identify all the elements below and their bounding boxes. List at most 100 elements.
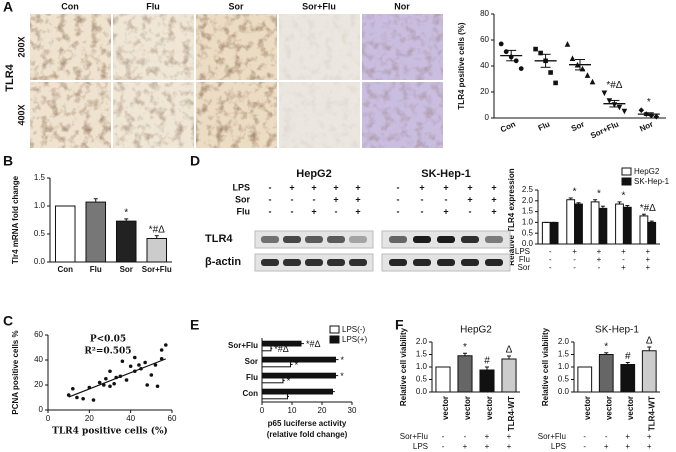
- condition-name: Flu: [519, 255, 530, 264]
- micrograph-texture: [113, 14, 194, 80]
- condition-value: -: [269, 182, 272, 192]
- point: [97, 380, 102, 385]
- annotation: Δ: [646, 336, 653, 347]
- point: [71, 386, 75, 391]
- annotation: *: [604, 341, 608, 352]
- point: [518, 66, 524, 71]
- annotation: Δ: [506, 345, 513, 356]
- condition-value: -: [313, 194, 316, 204]
- y-tick-label: 0.0: [416, 387, 428, 396]
- condition-value: -: [469, 206, 472, 216]
- condition-value: -: [421, 206, 424, 216]
- point: [133, 355, 137, 360]
- point: [579, 65, 586, 72]
- condition-value: -: [622, 255, 625, 264]
- condition-value: +: [625, 442, 630, 451]
- condition-value: -: [397, 194, 400, 204]
- point: [533, 46, 538, 52]
- bar: [261, 361, 291, 368]
- bar: [577, 366, 593, 393]
- blot-band: [413, 236, 431, 243]
- condition-value: -: [549, 247, 552, 256]
- bar: [598, 354, 614, 393]
- condition-value: -: [269, 194, 272, 204]
- bar: [261, 345, 272, 352]
- bar: [501, 358, 517, 393]
- bar: [435, 366, 451, 393]
- band-label: TLR4: [205, 233, 233, 245]
- blot-band: [327, 236, 345, 243]
- condition-value: -: [335, 206, 338, 216]
- x-tick-label: Flu: [90, 265, 102, 274]
- x-tick-label: vector: [463, 396, 472, 420]
- regression-line: [68, 358, 167, 398]
- y-tick-label: 40: [480, 61, 489, 70]
- x-tick-label: vector: [626, 396, 635, 420]
- bar: [549, 221, 559, 245]
- x-axis-label: TLR4 positive cells (%): [52, 426, 168, 437]
- y-tick-label: 0.5: [34, 229, 46, 238]
- x-axis-label: p65 luciferse activity: [268, 419, 347, 428]
- y-tick-label: Sor: [245, 357, 258, 366]
- blot-band: [327, 259, 345, 266]
- annotation: R²=0.505: [84, 347, 131, 357]
- blot-band: [413, 259, 431, 266]
- condition-value: +: [647, 432, 652, 441]
- column-label: Flu: [146, 1, 160, 11]
- texture: [362, 14, 443, 80]
- point: [108, 369, 112, 374]
- x-tick-label: 10: [288, 406, 297, 415]
- condition-name: Sor: [235, 194, 251, 204]
- bar: [641, 350, 657, 393]
- condition-value: -: [442, 432, 445, 441]
- condition-value: -: [605, 432, 608, 441]
- point: [638, 107, 645, 113]
- condition-value: +: [625, 432, 630, 441]
- panel-label: D: [190, 153, 200, 169]
- band-label: β-actin: [205, 256, 241, 268]
- bar: [146, 237, 168, 263]
- legend-swatch: [329, 325, 340, 334]
- condition-value: -: [397, 182, 400, 192]
- point: [143, 360, 147, 365]
- x-tick-label: 40: [126, 414, 135, 423]
- micrograph-texture: [362, 82, 443, 148]
- condition-value: +: [333, 182, 338, 192]
- bar: [261, 388, 333, 395]
- y-tick-label: 60: [480, 35, 489, 44]
- panel-label: E: [190, 317, 199, 333]
- point: [621, 108, 628, 115]
- point: [606, 98, 613, 104]
- texture: [30, 14, 111, 80]
- condition-value: +: [621, 247, 626, 256]
- bar: [622, 206, 632, 245]
- blot-band: [305, 259, 323, 266]
- micrograph-texture: [279, 14, 360, 80]
- y-tick-label: Flu: [246, 373, 258, 382]
- x-tick-label: vector: [583, 396, 592, 420]
- bar: [598, 207, 608, 245]
- x-tick-label: vector: [441, 396, 450, 420]
- y-tick-label: 20: [34, 380, 43, 389]
- condition-value: +: [355, 194, 360, 204]
- x-tick-label: 20: [85, 414, 94, 423]
- y-axis-label: TLR4 positive cells (%): [457, 22, 466, 109]
- point: [153, 363, 158, 367]
- annotation: *: [124, 208, 128, 219]
- panel-label: C: [3, 313, 13, 329]
- condition-name: Sor+Flu: [400, 432, 428, 441]
- texture: [279, 14, 360, 80]
- texture: [279, 82, 360, 148]
- condition-value: -: [269, 206, 272, 216]
- point: [75, 395, 79, 400]
- condition-value: +: [355, 206, 360, 216]
- column-label: Con: [61, 1, 79, 11]
- annotation: *: [341, 355, 345, 365]
- panel-label: F: [395, 317, 404, 333]
- bar: [261, 372, 336, 379]
- condition-value: +: [507, 442, 512, 451]
- y-tick-label: Sor+Flu: [228, 341, 258, 350]
- annotation: *: [621, 191, 625, 202]
- condition-value: +: [507, 432, 512, 441]
- condition-value: -: [573, 255, 576, 264]
